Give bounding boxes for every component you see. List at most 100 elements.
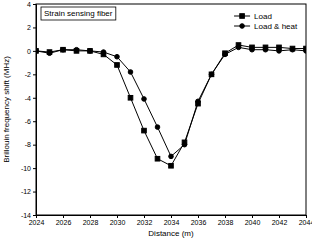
- series-line: [36, 47, 306, 156]
- tick: -14: [21, 212, 36, 219]
- tick-mark: [33, 145, 36, 146]
- marker: [236, 45, 241, 50]
- tick-mark: [33, 98, 36, 99]
- legend-marker: [240, 14, 245, 19]
- marker: [209, 72, 214, 77]
- tick-label: 0: [27, 48, 31, 55]
- chart: 2024202620282030203220342036203820402042…: [0, 0, 312, 239]
- marker: [169, 163, 174, 168]
- marker: [61, 47, 66, 52]
- x-title: Distance (m): [148, 229, 194, 238]
- legend-item: Load: [234, 12, 272, 21]
- tick-mark: [306, 215, 307, 218]
- tick-label: -10: [21, 165, 31, 172]
- tick: -2: [25, 71, 36, 78]
- tick-mark: [225, 215, 226, 218]
- annotation-text: Strain sensing fiber: [44, 9, 113, 18]
- marker: [128, 70, 133, 75]
- tick: 4: [27, 1, 36, 8]
- marker: [47, 51, 52, 56]
- tick-label: 2034: [164, 219, 180, 226]
- marker: [277, 49, 282, 54]
- tick-label: 2: [27, 24, 31, 31]
- marker: [142, 97, 147, 102]
- series-area: [36, 43, 306, 168]
- tick-label: 2044: [299, 219, 312, 226]
- tick-mark: [33, 192, 36, 193]
- legend-label: Load: [254, 12, 272, 21]
- legend-label: Load & heat: [254, 22, 298, 31]
- tick-mark: [198, 215, 199, 218]
- tick: -4: [25, 95, 36, 102]
- tick: -6: [25, 118, 36, 125]
- plot: 2024202620282030203220342036203820402042…: [21, 1, 312, 226]
- axis-line: [37, 216, 307, 219]
- legend: LoadLoad & heat: [234, 12, 298, 31]
- tick-mark: [33, 51, 36, 52]
- marker: [88, 49, 93, 54]
- marker: [61, 47, 66, 52]
- marker: [115, 63, 120, 68]
- axis-line: [33, 5, 37, 216]
- marker: [263, 47, 268, 52]
- tick-label: 2026: [56, 219, 72, 226]
- tick: 2034: [164, 215, 180, 226]
- tick-mark: [171, 215, 172, 218]
- tick: 2032: [137, 215, 153, 226]
- tick: 2042: [272, 215, 288, 226]
- legend-marker: [240, 24, 245, 29]
- plot-frame: [36, 4, 306, 215]
- tick-mark: [63, 215, 64, 218]
- tick-label: -2: [25, 71, 31, 78]
- marker: [182, 142, 187, 147]
- tick: 2028: [83, 215, 99, 226]
- marker: [304, 49, 306, 54]
- tick: 2038: [218, 215, 234, 226]
- marker: [250, 47, 255, 52]
- tick-label: -12: [21, 188, 31, 195]
- tick-mark: [33, 74, 36, 75]
- tick: -8: [25, 141, 36, 148]
- series-line: [36, 45, 306, 166]
- tick-mark: [33, 168, 36, 169]
- marker: [209, 72, 214, 77]
- tick: 2026: [56, 215, 72, 226]
- tick: 2024: [29, 215, 45, 226]
- marker: [128, 95, 133, 100]
- tick-label: 2028: [83, 219, 99, 226]
- marker: [88, 49, 93, 54]
- x-axis: 2024 2026 2028 2030 2032 2034 2036 2038 2040 2042…: [29, 215, 312, 226]
- marker: [101, 50, 106, 55]
- marker: [290, 47, 295, 52]
- tick: 2030: [110, 215, 126, 226]
- marker: [36, 49, 38, 54]
- tick-mark: [90, 215, 91, 218]
- tick-label: -14: [21, 212, 31, 219]
- annotation-box: [41, 7, 116, 20]
- tick-label: 2036: [191, 219, 207, 226]
- tick-label: -4: [25, 95, 31, 102]
- y-axis: -14 -12 -10 -8 -6 -4 -2 0 2 4: [21, 1, 37, 219]
- y-title: Brillouin frequency shift (MHz): [2, 56, 11, 163]
- tick: -10: [21, 165, 36, 172]
- marker: [142, 128, 147, 133]
- marker: [169, 154, 174, 159]
- tick-mark: [144, 215, 145, 218]
- tick: -12: [21, 188, 36, 195]
- marker: [155, 156, 160, 161]
- marker: [223, 52, 228, 57]
- tick-mark: [33, 4, 36, 5]
- tick-label: -8: [25, 141, 31, 148]
- tick-mark: [33, 27, 36, 28]
- tick-mark: [33, 121, 36, 122]
- tick-mark: [117, 215, 118, 218]
- tick-label: 2040: [245, 219, 261, 226]
- tick: 0: [27, 48, 36, 55]
- tick-label: -6: [25, 118, 31, 125]
- tick-label: 2032: [137, 219, 153, 226]
- marker: [196, 99, 201, 104]
- tick-label: 2038: [218, 219, 234, 226]
- tick-mark: [33, 215, 36, 216]
- legend-item: Load & heat: [234, 22, 298, 31]
- tick: 2040: [245, 215, 261, 226]
